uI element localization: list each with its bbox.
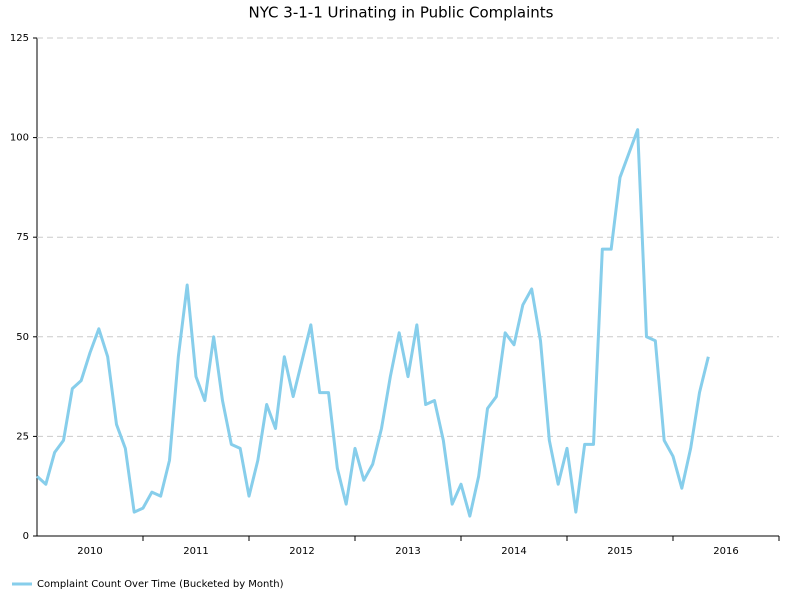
y-tick-label: 75 <box>16 232 29 243</box>
legend-label: Complaint Count Over Time (Bucketed by M… <box>37 579 284 590</box>
chart-title: NYC 3-1-1 Urinating in Public Complaints <box>248 4 553 22</box>
x-tick-label: 2010 <box>77 546 102 557</box>
x-tick-label: 2015 <box>607 546 632 557</box>
y-tick-label: 125 <box>10 33 29 44</box>
x-tick-label: 2013 <box>395 546 420 557</box>
y-tick-label: 50 <box>16 332 29 343</box>
x-tick-label: 2011 <box>183 546 208 557</box>
y-tick-label: 100 <box>10 133 29 144</box>
y-tick-label: 25 <box>16 431 29 442</box>
y-tick-label: 0 <box>23 531 29 542</box>
x-tick-label: 2014 <box>501 546 526 557</box>
line <box>35 128 710 518</box>
x-tick-label: 2012 <box>289 546 314 557</box>
x-tick-label: 2016 <box>713 546 738 557</box>
